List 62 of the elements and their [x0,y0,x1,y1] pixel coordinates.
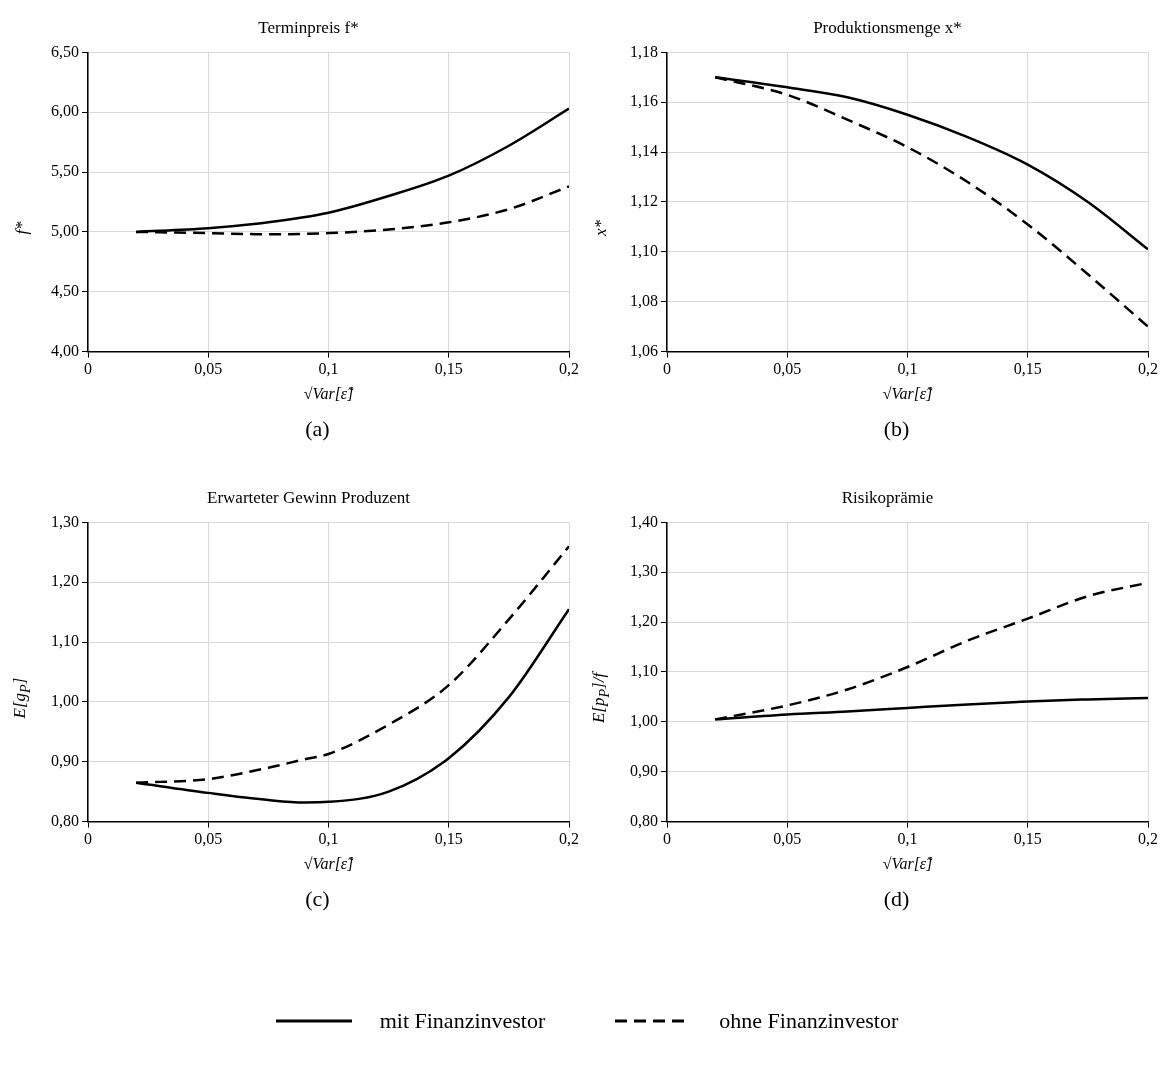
x-tick-label: 0,2 [559,360,579,378]
y-tick-label: 0,90 [630,761,658,779]
y-tick-label: 1,14 [630,142,658,160]
y-tick-label: 0,80 [51,811,79,829]
y-tick-label: 1,20 [51,572,79,590]
x-tick-label: 0,2 [1138,360,1158,378]
x-tick-label: 0,2 [1138,830,1158,848]
x-tick-label: 0 [84,360,92,378]
y-tick-label: 1,06 [630,341,658,359]
chart-title: Produktionsmenge x* [813,17,962,37]
y-tick-label: 1,10 [630,242,658,260]
y-tick-label: 6,00 [51,102,79,120]
x-tick-label: 0,1 [897,830,918,848]
x-tick-label: 0,15 [434,830,463,848]
y-axis-title: x* [591,219,611,237]
legend-label: ohne Finanzinvestor [719,1008,899,1034]
y-axis-title: f* [12,221,32,235]
y-tick-label: 1,00 [630,712,658,730]
y-tick-label: 1,30 [51,512,79,530]
y-tick-label: 4,50 [51,281,79,299]
y-tick-label: 1,16 [630,92,658,110]
y-tick-label: 1,00 [51,692,79,710]
y-tick-label: 5,00 [51,222,79,240]
chart-title: Erwarteter Gewinn Produzent [207,487,411,507]
x-axis-title: √Var[ε̃] [882,384,934,402]
text: (c) [304,886,331,912]
x-tick-label: 0 [663,360,671,378]
x-tick-label: 0,05 [194,830,223,848]
y-tick-label: 0,80 [630,811,658,829]
y-tick-label: 0,90 [51,751,79,769]
x-tick-label: 0,05 [194,360,223,378]
x-axis-title: √Var[ε̃] [303,384,355,402]
x-tick-label: 0,1 [318,830,339,848]
x-axis-title: √Var[ε̃] [303,854,355,872]
x-tick-label: 0,1 [318,360,339,378]
y-tick-label: 1,10 [51,632,79,650]
text: (d) [882,886,911,912]
text: (a) [304,416,331,442]
x-tick-label: 0 [663,830,671,848]
y-tick-label: 1,30 [630,562,658,580]
x-axis-title: √Var[ε̃] [882,854,934,872]
legend-label: mit Finanzinvestor [379,1008,546,1034]
x-tick-label: 0,05 [773,830,802,848]
chart-title: Terminpreis f* [258,17,359,37]
y-tick-label: 4,00 [51,341,79,359]
y-tick-label: 1,08 [630,291,658,309]
chart-title: Risikoprämie [841,487,934,507]
x-tick-label: 0,15 [434,360,463,378]
x-tick-label: 0,2 [559,830,579,848]
y-tick-label: 1,12 [630,192,658,210]
x-tick-label: 0,05 [773,360,802,378]
text: (b) [882,416,911,442]
x-tick-label: 0,15 [1013,830,1042,848]
y-tick-label: 1,18 [630,42,658,60]
y-tick-label: 1,20 [630,612,658,630]
y-tick-label: 1,40 [630,512,658,530]
y-tick-label: 1,10 [630,662,658,680]
x-tick-label: 0 [84,830,92,848]
y-tick-label: 5,50 [51,162,79,180]
y-tick-label: 6,50 [51,42,79,60]
x-tick-label: 0,15 [1013,360,1042,378]
x-tick-label: 0,1 [897,360,918,378]
